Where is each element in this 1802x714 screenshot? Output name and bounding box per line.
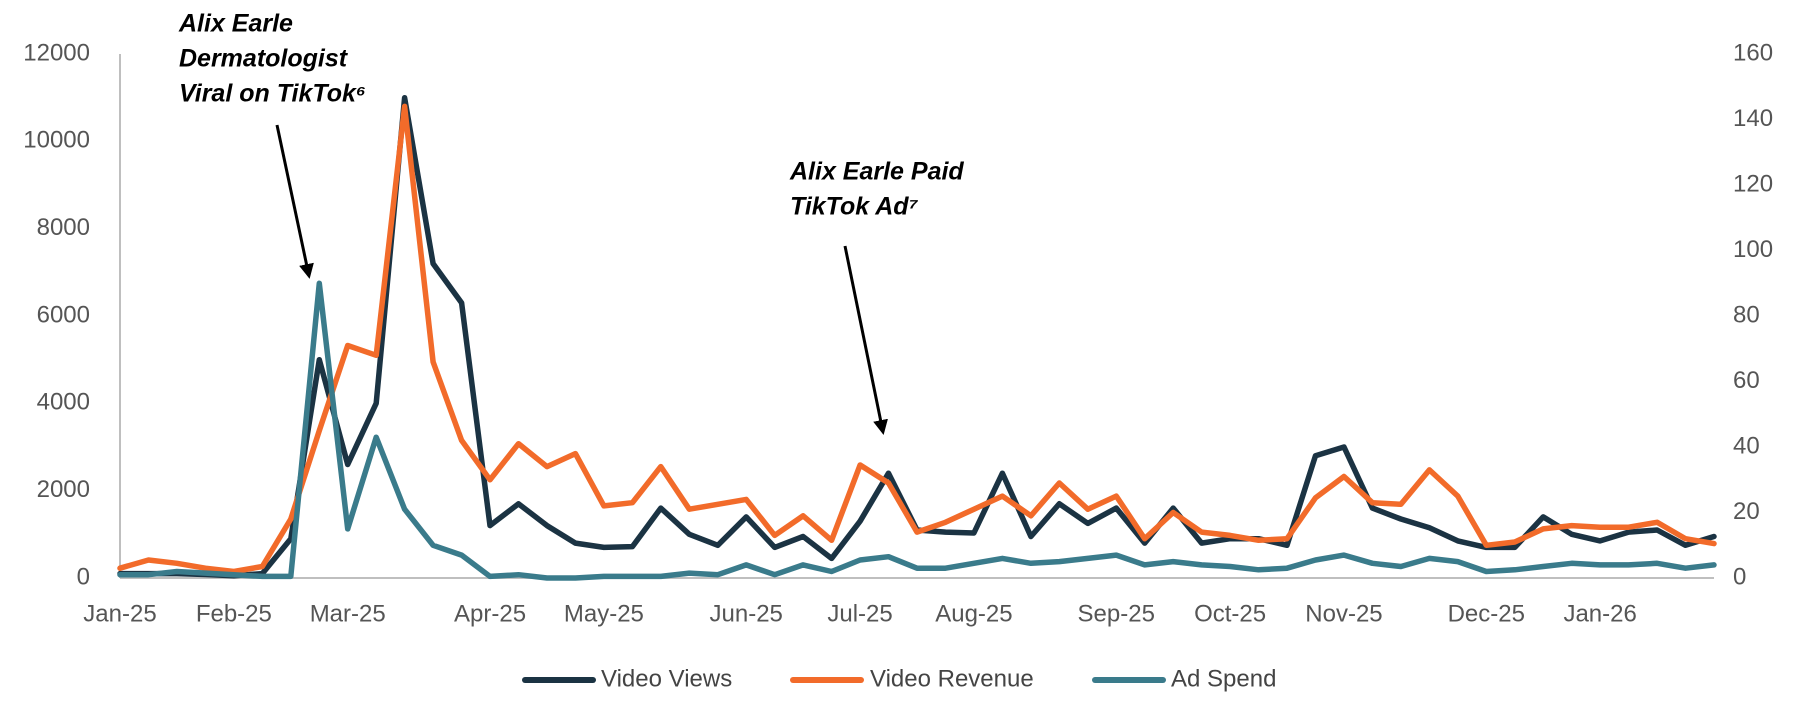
y2-tick-label: 160: [1733, 39, 1773, 66]
annotation: Alix Earle: [178, 10, 293, 38]
x-tick-label: Sep-25: [1078, 600, 1155, 627]
series-line: [117, 103, 1717, 575]
legend-label: Ad Spend: [1171, 665, 1276, 692]
y2-tick-label: 0: [1733, 563, 1746, 590]
x-tick-label: Jan-26: [1563, 600, 1636, 627]
series-line: [117, 280, 1717, 581]
y-tick-label: 8000: [37, 214, 90, 241]
y-tick-label: 0: [77, 563, 90, 590]
y2-tick-label: 60: [1733, 367, 1760, 394]
x-tick-label: Oct-25: [1194, 600, 1266, 627]
x-tick-label: Jun-25: [710, 600, 783, 627]
y-tick-label: 10000: [23, 127, 90, 154]
x-tick-label: Dec-25: [1448, 600, 1525, 627]
x-tick-label: Jul-25: [827, 600, 892, 627]
annotation: Alix Earle Paid: [789, 158, 964, 186]
x-tick-label: Nov-25: [1305, 600, 1382, 627]
x-tick-label: Apr-25: [454, 600, 526, 627]
x-tick-label: Feb-25: [196, 600, 272, 627]
legend-label: Video Revenue: [870, 665, 1034, 692]
annotation-arrow: [843, 245, 888, 435]
y2-tick-label: 80: [1733, 301, 1760, 328]
annotation: Viral on TikTok⁶: [179, 80, 366, 108]
y2-tick-label: 140: [1733, 105, 1773, 132]
y-tick-label: 6000: [37, 301, 90, 328]
x-tick-label: Aug-25: [935, 600, 1012, 627]
annotation: Dermatologist: [179, 45, 349, 73]
y2-tick-label: 40: [1733, 432, 1760, 459]
y-tick-label: 2000: [37, 476, 90, 503]
x-tick-label: May-25: [564, 600, 644, 627]
y2-tick-label: 120: [1733, 170, 1773, 197]
annotation-arrow: [275, 124, 314, 279]
y-tick-label: 4000: [37, 389, 90, 416]
x-tick-label: Mar-25: [310, 600, 386, 627]
y2-tick-label: 100: [1733, 236, 1773, 263]
annotation: TikTok Ad⁷: [790, 193, 919, 221]
y-tick-label: 12000: [23, 39, 90, 66]
x-tick-label: Jan-25: [83, 600, 156, 627]
legend-label: Video Views: [601, 665, 732, 692]
y2-tick-label: 20: [1733, 498, 1760, 525]
